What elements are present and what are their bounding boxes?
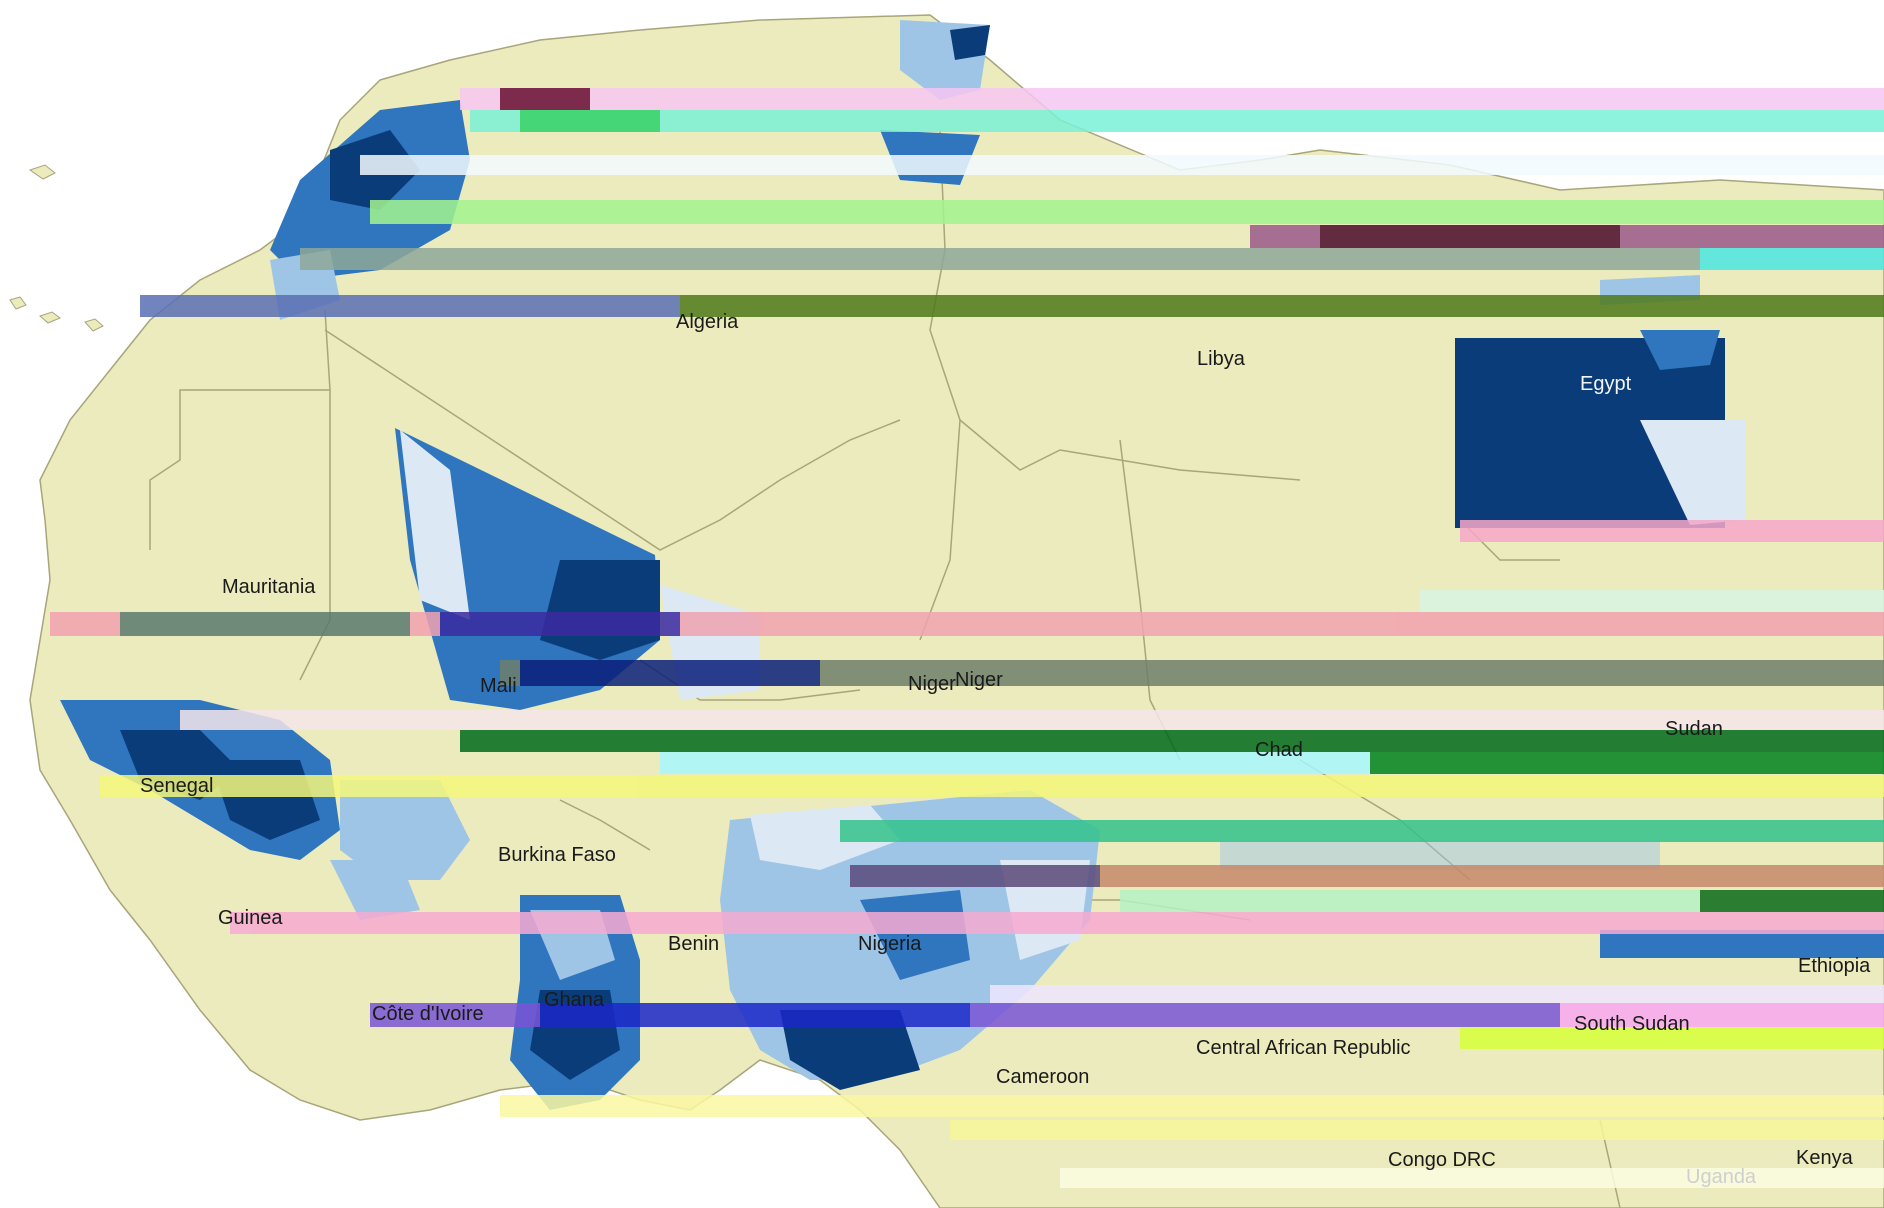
label-cote-divoire: Côte d'Ivoire (372, 1003, 484, 1025)
label-nigeria: Nigeria (858, 933, 922, 955)
label-guinea: Guinea (218, 907, 283, 929)
label-ethiopia: Ethiopia (1798, 955, 1871, 977)
label-algeria: Algeria (676, 311, 739, 333)
label-niger: Niger (908, 673, 956, 695)
label-congo-drc: Congo DRC (1388, 1149, 1496, 1171)
label-cameroon: Cameroon (996, 1066, 1089, 1088)
label-egypt: Egypt (1580, 373, 1632, 395)
island-4 (84, 318, 104, 332)
label-mauritania: Mauritania (222, 576, 316, 598)
label-niger-echo: Niger (955, 669, 1003, 691)
glitch-strips (50, 88, 1884, 1188)
label-chad: Chad (1255, 739, 1303, 761)
label-mali: Mali (480, 675, 517, 697)
label-sudan: Sudan (1665, 718, 1723, 740)
island-1 (28, 164, 56, 180)
label-central-african-republic: Central African Republic (1196, 1037, 1411, 1059)
label-uganda: Uganda (1686, 1166, 1757, 1188)
label-benin: Benin (668, 933, 719, 955)
island-2 (9, 296, 27, 310)
label-senegal: Senegal (140, 775, 213, 797)
label-kenya: Kenya (1796, 1147, 1854, 1169)
country-labels: Algeria Libya Egypt Mauritania Mali Nige… (140, 311, 1871, 1188)
label-libya: Libya (1197, 348, 1246, 370)
island-3 (39, 311, 61, 324)
label-burkina-faso: Burkina Faso (498, 844, 616, 866)
label-ghana: Ghana (544, 989, 605, 1011)
label-south-sudan: South Sudan (1574, 1013, 1690, 1035)
